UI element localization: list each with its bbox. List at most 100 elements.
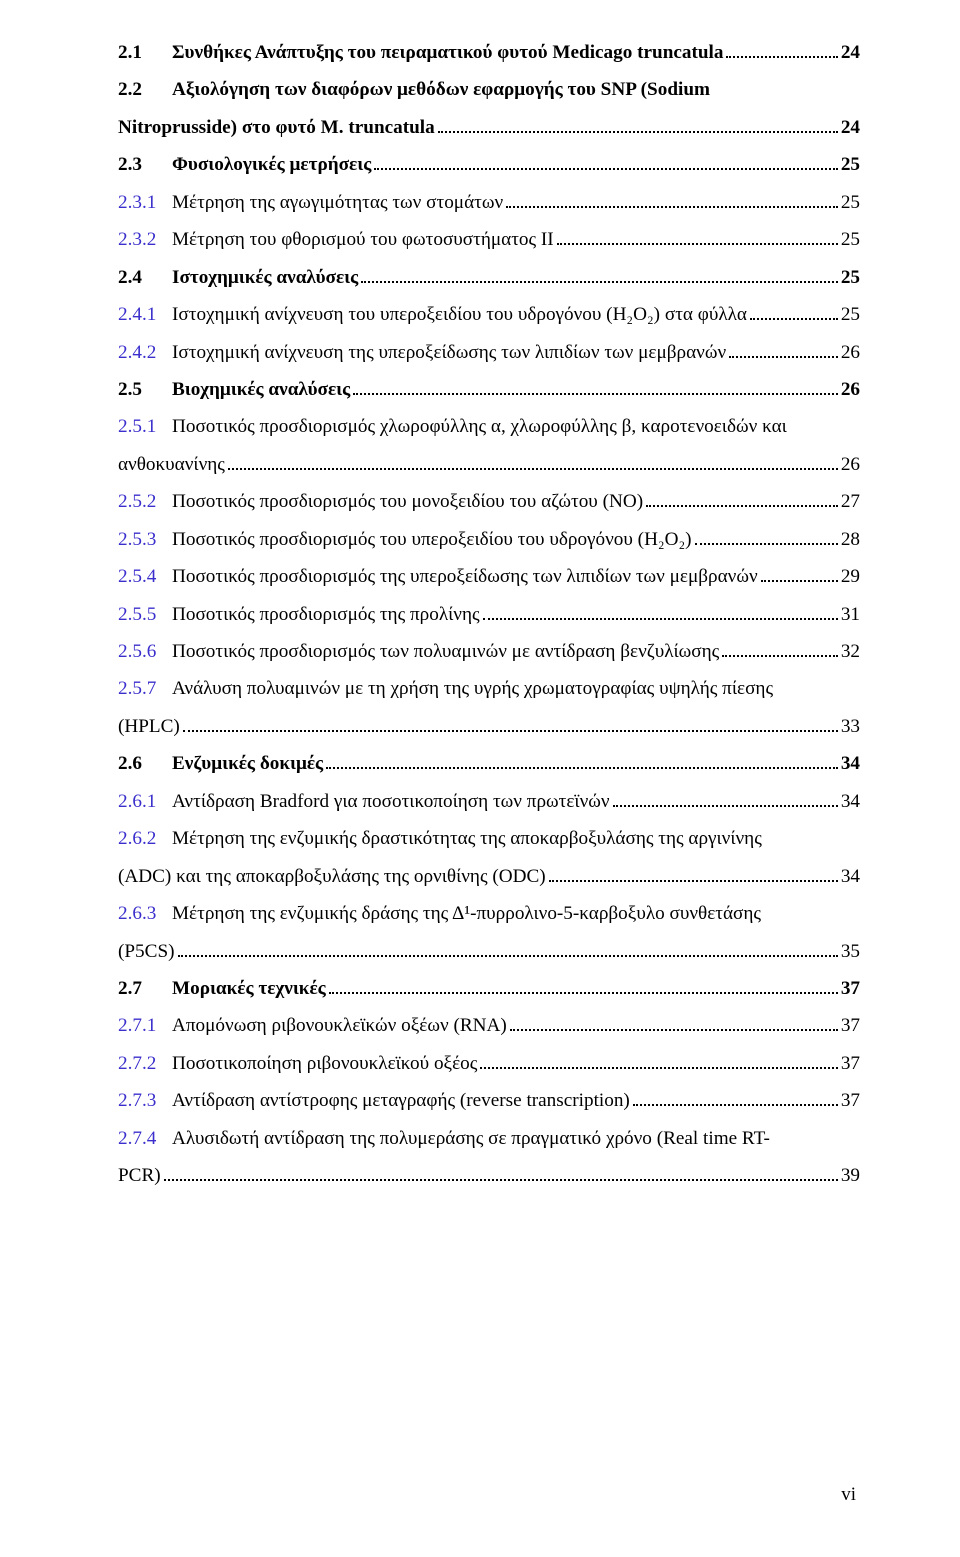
toc-number: 2.5.4: [118, 558, 172, 595]
toc-number: 2.6.3: [118, 895, 172, 932]
toc-number: 2.7.4: [118, 1120, 172, 1157]
toc-page: 33: [841, 708, 860, 745]
toc-number: 2.6.1: [118, 783, 172, 820]
toc-leader: [438, 116, 838, 133]
toc-title: Απομόνωση ριβονουκλεϊκών οξέων (RNA): [172, 1015, 507, 1036]
toc-title: Φυσιολογικές μετρήσεις: [172, 154, 371, 175]
toc-title: Μέτρηση της αγωγιμότητας των στομάτων: [172, 192, 503, 213]
toc-title: Ποσοτικός προσδιορισμός των πολυαμινών μ…: [172, 641, 719, 662]
toc-entry: 2.4Ιστοχημικές αναλύσεις25: [118, 259, 860, 296]
toc-entry[interactable]: 2.5.5Ποσοτικός προσδιορισμός της προλίνη…: [118, 596, 860, 633]
toc-entry[interactable]: 2.5.4Ποσοτικός προσδιορισμός της υπεροξε…: [118, 558, 860, 595]
toc-title: Ποσοτικός προσδιορισμός της προλίνης: [172, 604, 480, 625]
toc-entry: 2.5Βιοχημικές αναλύσεις26: [118, 371, 860, 408]
toc-title: Αξιολόγηση των διαφόρων μεθόδων εφαρμογή…: [172, 79, 710, 100]
toc-title: Ποσοτικοποίηση ριβονουκλεϊκού οξέος: [172, 1053, 477, 1074]
toc-page: 25: [841, 221, 860, 258]
toc-entry[interactable]: 2.5.2Ποσοτικός προσδιορισμός του μονοξει…: [118, 483, 860, 520]
toc-title-cont: PCR): [118, 1165, 161, 1186]
toc-page: 26: [841, 446, 860, 483]
toc-entry-continuation[interactable]: PCR) 39: [118, 1157, 860, 1194]
toc-entry[interactable]: 2.7.2Ποσοτικοποίηση ριβονουκλεϊκού οξέος…: [118, 1045, 860, 1082]
toc-leader: [183, 715, 838, 732]
toc-leader: [178, 939, 838, 956]
toc-leader: [557, 228, 838, 245]
toc-number: 2.4.1: [118, 296, 172, 333]
toc-entry[interactable]: 2.4.1Ιστοχημική ανίχνευση του υπεροξειδί…: [118, 296, 860, 333]
toc-title: Ποσοτικός προσδιορισμός της υπεροξείδωση…: [172, 566, 758, 587]
toc-page: 27: [841, 483, 860, 520]
toc-page: 34: [841, 783, 860, 820]
toc-entry[interactable]: 2.3.2Μέτρηση του φθορισμού του φωτοσυστή…: [118, 221, 860, 258]
toc-number: 2.1: [118, 34, 172, 71]
toc-title: Ιστοχημικές αναλύσεις: [172, 267, 358, 288]
toc-leader: [722, 640, 838, 657]
toc-number: 2.5.1: [118, 408, 172, 445]
toc-entry-continuation[interactable]: (P5CS)35: [118, 933, 860, 970]
toc-page: 28: [841, 521, 860, 558]
table-of-contents: 2.1Συνθήκες Ανάπτυξης του πειραματικού φ…: [118, 34, 860, 1195]
toc-leader: [374, 153, 838, 170]
toc-leader: [510, 1014, 838, 1031]
toc-entry[interactable]: 2.7.3Αντίδραση αντίστροφης μεταγραφής (r…: [118, 1082, 860, 1119]
toc-page: 25: [841, 259, 860, 296]
toc-leader: [750, 303, 838, 320]
toc-title-cont: (HPLC): [118, 716, 180, 737]
toc-leader: [329, 977, 838, 994]
toc-page: 39: [841, 1157, 860, 1194]
toc-entry[interactable]: 2.5.6Ποσοτικός προσδιορισμός των πολυαμι…: [118, 633, 860, 670]
toc-number: 2.6: [118, 745, 172, 782]
toc-title: Ποσοτικός προσδιορισμός χλωροφύλλης α, χ…: [172, 416, 787, 437]
toc-page: 31: [841, 596, 860, 633]
toc-number: 2.6.2: [118, 820, 172, 857]
toc-entry[interactable]: 2.5.3Ποσοτικός προσδιορισμός του υπεροξε…: [118, 521, 860, 558]
toc-title: Ενζυμικές δοκιμές: [172, 753, 323, 774]
toc-leader: [549, 864, 838, 881]
toc-entry-continuation[interactable]: (HPLC) 33: [118, 708, 860, 745]
toc-leader: [613, 789, 838, 806]
toc-number: 2.7.3: [118, 1082, 172, 1119]
toc-entry[interactable]: 2.7.4Αλυσιδωτή αντίδραση της πολυμεράσης…: [118, 1120, 860, 1157]
toc-title-cont: (ADC) και της αποκαρβοξυλάσης της ορνιθί…: [118, 866, 546, 887]
toc-title-cont: (P5CS): [118, 941, 175, 962]
toc-title: Ιστοχημική ανίχνευση του υπεροξειδίου το…: [172, 304, 747, 325]
toc-title: Μέτρηση του φθορισμού του φωτοσυστήματος…: [172, 229, 554, 250]
toc-number: 2.7.2: [118, 1045, 172, 1082]
toc-page: 29: [841, 558, 860, 595]
page-number-footer: vi: [841, 1476, 856, 1513]
toc-number: 2.5: [118, 371, 172, 408]
toc-entry[interactable]: 2.6.2Μέτρηση της ενζυμικής δραστικότητας…: [118, 820, 860, 857]
toc-page: 37: [841, 1082, 860, 1119]
toc-leader: [228, 452, 838, 469]
toc-entry[interactable]: 2.6.3Μέτρηση της ενζυμικής δράσης της Δ¹…: [118, 895, 860, 932]
toc-entry[interactable]: 2.3.1Μέτρηση της αγωγιμότητας των στομάτ…: [118, 184, 860, 221]
toc-number: 2.3.2: [118, 221, 172, 258]
toc-number: 2.4.2: [118, 334, 172, 371]
toc-entry[interactable]: 2.5.7Ανάλυση πολυαμινών με τη χρήση της …: [118, 670, 860, 707]
toc-leader: [695, 527, 838, 544]
toc-title: Ποσοτικός προσδιορισμός του υπεροξειδίου…: [172, 529, 692, 550]
toc-title: Ιστοχημική ανίχνευση της υπεροξείδωσης τ…: [172, 342, 726, 363]
toc-page: 25: [841, 184, 860, 221]
toc-entry-continuation[interactable]: ανθοκυανίνης 26: [118, 446, 860, 483]
toc-title: Ποσοτικός προσδιορισμός του μονοξειδίου …: [172, 491, 643, 512]
toc-page: 37: [841, 1045, 860, 1082]
toc-leader: [506, 190, 838, 207]
toc-leader: [483, 602, 838, 619]
toc-number: 2.5.5: [118, 596, 172, 633]
toc-entry: 2.1Συνθήκες Ανάπτυξης του πειραματικού φ…: [118, 34, 860, 71]
toc-page: 34: [841, 745, 860, 782]
toc-leader: [361, 265, 838, 282]
toc-entry[interactable]: 2.5.1Ποσοτικός προσδιορισμός χλωροφύλλης…: [118, 408, 860, 445]
toc-entry[interactable]: 2.7.1Απομόνωση ριβονουκλεϊκών οξέων (RNA…: [118, 1007, 860, 1044]
toc-entry-continuation: Nitroprusside) στο φυτό M. truncatula24: [118, 109, 860, 146]
toc-number: 2.3.1: [118, 184, 172, 221]
toc-title-cont: ανθοκυανίνης: [118, 454, 225, 475]
toc-entry: 2.6Ενζυμικές δοκιμές 34: [118, 745, 860, 782]
toc-entry[interactable]: 2.4.2Ιστοχημική ανίχνευση της υπεροξείδω…: [118, 334, 860, 371]
toc-entry: 2.2Αξιολόγηση των διαφόρων μεθόδων εφαρμ…: [118, 71, 860, 108]
toc-number: 2.5.2: [118, 483, 172, 520]
toc-entry-continuation[interactable]: (ADC) και της αποκαρβοξυλάσης της ορνιθί…: [118, 858, 860, 895]
toc-leader: [726, 41, 837, 58]
toc-entry[interactable]: 2.6.1Αντίδραση Bradford για ποσοτικοποίη…: [118, 783, 860, 820]
